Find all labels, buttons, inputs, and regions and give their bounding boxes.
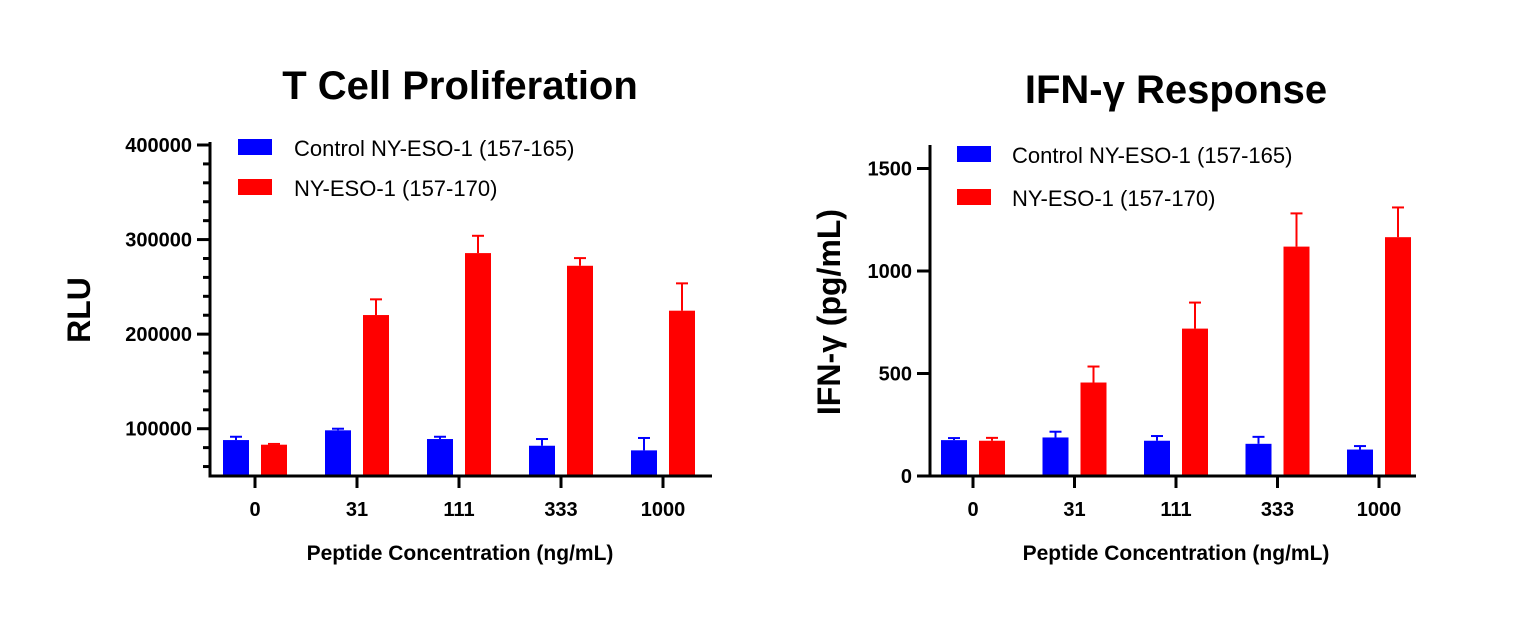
t-cell-proliferation-chart: T Cell Proliferation RLU Peptide Concent… <box>61 64 712 565</box>
legend-swatch-test <box>957 189 991 205</box>
x-axis-label: Peptide Concentration (ng/mL) <box>307 542 614 565</box>
bar-control-333 <box>529 445 555 476</box>
bar-test-0 <box>261 444 287 476</box>
y-tick-label: 200000 <box>125 324 192 346</box>
bar-test-31 <box>1080 382 1107 476</box>
x-tick-label: 31 <box>346 499 368 521</box>
bar-control-31 <box>325 430 351 476</box>
bar-test-1000 <box>1385 237 1411 476</box>
x-tick-label: 333 <box>1261 499 1294 521</box>
bar-test-31 <box>363 315 389 476</box>
x-tick-label: 1000 <box>1357 499 1402 521</box>
legend-swatch-control <box>238 139 272 155</box>
chart-title: T Cell Proliferation <box>282 64 638 108</box>
x-tick-label: 0 <box>967 499 978 521</box>
y-tick-label: 1000 <box>868 261 913 283</box>
legend-swatch-test <box>238 179 272 195</box>
legend-label-test: NY-ESO-1 (157-170) <box>294 176 497 201</box>
bar-test-333 <box>567 265 593 476</box>
chart-title: IFN-γ Response <box>1025 68 1327 112</box>
bar-control-1000 <box>1347 449 1373 476</box>
legend-swatch-control <box>957 146 991 162</box>
y-tick-label: 1500 <box>868 159 913 181</box>
bar-test-1000 <box>669 310 695 476</box>
y-axis-label: IFN-γ (pg/mL) <box>811 209 847 415</box>
x-tick-label: 0 <box>249 499 260 521</box>
bar-test-111 <box>1182 328 1208 476</box>
legend-label-test: NY-ESO-1 (157-170) <box>1012 186 1215 211</box>
y-tick-label: 0 <box>901 466 912 488</box>
ifn-gamma-response-chart: IFN-γ Response IFN-γ (pg/mL) Peptide Con… <box>811 68 1416 565</box>
y-tick-label: 500 <box>879 364 912 386</box>
y-tick-label: 300000 <box>125 230 192 252</box>
legend-label-control: Control NY-ESO-1 (157-165) <box>294 136 574 161</box>
bar-test-0 <box>979 440 1005 476</box>
x-tick-label: 333 <box>544 499 577 521</box>
bar-control-111 <box>1144 440 1170 476</box>
x-tick-label: 111 <box>1160 499 1191 521</box>
bar-control-0 <box>941 440 967 476</box>
y-tick-label: 100000 <box>125 419 192 441</box>
y-axis-label: RLU <box>61 277 97 343</box>
bar-test-333 <box>1283 246 1310 476</box>
x-tick-label: 1000 <box>641 499 686 521</box>
y-tick-label: 400000 <box>125 135 192 157</box>
x-tick-label: 111 <box>443 499 474 521</box>
x-tick-label: 31 <box>1063 499 1085 521</box>
bar-control-111 <box>427 439 453 476</box>
bar-test-111 <box>465 253 491 476</box>
bar-control-0 <box>223 440 249 476</box>
bar-control-1000 <box>631 450 657 476</box>
x-axis-label: Peptide Concentration (ng/mL) <box>1023 542 1330 565</box>
bar-control-31 <box>1042 437 1069 476</box>
legend-label-control: Control NY-ESO-1 (157-165) <box>1012 143 1292 168</box>
bar-control-333 <box>1245 443 1272 476</box>
